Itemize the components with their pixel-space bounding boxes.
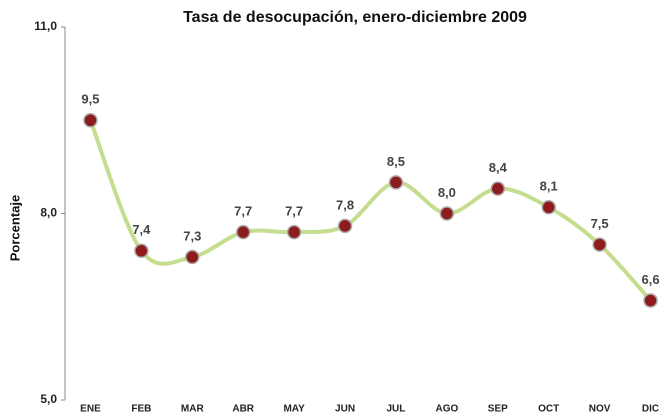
marker	[134, 243, 149, 259]
data-label: 8,1	[540, 179, 558, 194]
data-label: 7,5	[591, 216, 609, 231]
data-label: 8,5	[387, 154, 405, 169]
marker	[541, 200, 556, 215]
data-label: 9,5	[81, 92, 99, 107]
x-tick-label: JUN	[335, 404, 355, 413]
marker	[235, 224, 251, 240]
data-label: 7,7	[234, 204, 252, 219]
marker	[83, 113, 98, 128]
line	[88, 119, 653, 302]
x-tick-label: OCT	[538, 404, 559, 413]
y-tick-label: 11,0	[34, 19, 57, 33]
data-label: 8,0	[438, 185, 456, 200]
data-label: 6,6	[642, 272, 660, 287]
x-tick-label: SEP	[488, 404, 508, 413]
marker	[643, 293, 658, 308]
x-tick-label: MAY	[283, 404, 305, 413]
x-tick-label: FEB	[131, 404, 151, 413]
data-label: 7,4	[132, 222, 151, 237]
x-tick-label: ENE	[80, 404, 101, 413]
data-label: 7,8	[336, 197, 354, 212]
y-tick-label: 5,0	[40, 392, 57, 406]
marker	[490, 181, 506, 196]
x-tick-label: AGO	[435, 404, 458, 413]
data-label: 8,4	[489, 160, 508, 175]
x-tick-label: DIC	[642, 404, 659, 413]
x-tick-label: ABR	[232, 404, 254, 413]
data-label: 7,7	[285, 204, 303, 219]
chart-title: Tasa de desocupación, enero-diciembre 20…	[183, 9, 527, 26]
y-tick-label: 8,0	[40, 206, 57, 220]
marker	[388, 175, 404, 190]
marker	[439, 206, 455, 221]
marker	[185, 249, 200, 265]
x-tick-label: NOV	[589, 404, 611, 413]
marker	[337, 218, 353, 234]
marker	[286, 224, 302, 240]
data-label: 7,3	[183, 228, 201, 243]
x-tick-label: JUL	[387, 404, 406, 413]
x-tick-label: MAR	[181, 404, 205, 413]
marker	[592, 237, 607, 252]
y-axis-label: Porcentaje	[7, 195, 22, 261]
